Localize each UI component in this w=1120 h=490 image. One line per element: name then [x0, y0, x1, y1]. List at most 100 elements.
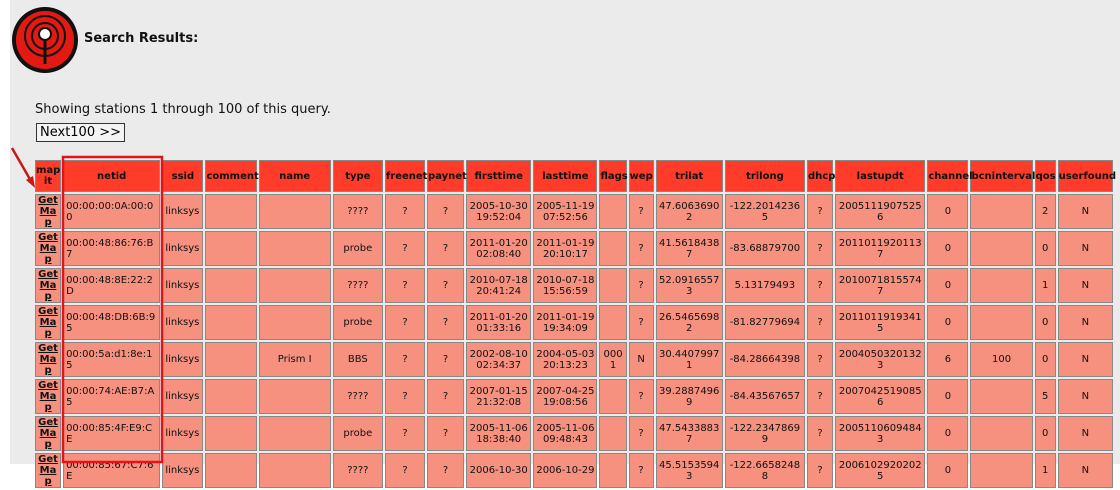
column-header: comment [205, 160, 259, 192]
table-cell [599, 231, 627, 266]
table-cell: 47.60636902 [655, 194, 723, 229]
get-map-link[interactable]: Get Map [38, 343, 58, 376]
table-cell: 2004-05-03 20:13:23 [533, 342, 598, 377]
table-cell: 00:00:48:DB:6B:95 [63, 305, 161, 340]
table-cell: 1 [1034, 453, 1056, 488]
table-cell: Get Map [35, 379, 62, 414]
table-cell: 00:00:74:AE:B7:A5 [63, 379, 161, 414]
table-cell: ? [427, 268, 465, 303]
get-map-link[interactable]: Get Map [38, 454, 58, 487]
get-map-link[interactable]: Get Map [38, 306, 58, 339]
table-cell: 2010-07-18 15:56:59 [533, 268, 598, 303]
table-cell: 2005-11-19 07:52:56 [533, 194, 598, 229]
table-cell: -81.82779694 [724, 305, 806, 340]
table-cell [599, 305, 627, 340]
table-cell: ? [628, 231, 654, 266]
table-cell: ? [427, 379, 465, 414]
table-cell: 2011-01-20 01:33:16 [466, 305, 532, 340]
table-cell: 52.09165573 [655, 268, 723, 303]
table-cell: 2011-01-19 20:10:17 [533, 231, 598, 266]
table-cell: 5 [1034, 379, 1056, 414]
table-cell: 0 [1034, 342, 1056, 377]
table-cell: 0 [927, 194, 969, 229]
table-cell: N [1057, 416, 1113, 451]
table-cell: ? [384, 342, 426, 377]
table-cell: ? [807, 453, 834, 488]
table-cell: 0 [1034, 416, 1056, 451]
table-cell: ? [628, 268, 654, 303]
table-cell: 20110119193415 [835, 305, 926, 340]
table-cell: 41.56184387 [655, 231, 723, 266]
table-cell [258, 268, 331, 303]
next-button[interactable]: Next100 >> [36, 123, 126, 142]
get-map-link[interactable]: Get Map [38, 269, 58, 302]
table-cell: ? [384, 453, 426, 488]
table-cell: 0 [927, 379, 969, 414]
table-cell: ? [628, 305, 654, 340]
table-cell: 47.54338837 [655, 416, 723, 451]
table-cell: N [1057, 231, 1113, 266]
table-cell [258, 305, 331, 340]
table-cell: 30.44079971 [655, 342, 723, 377]
table-cell [205, 379, 257, 414]
table-cell: linksys [162, 231, 204, 266]
table-cell: ???? [332, 379, 383, 414]
page: Search Results: Showing stations 1 throu… [10, 0, 1120, 488]
table-cell: 2010-07-18 20:41:24 [466, 268, 532, 303]
column-header: netid [63, 160, 161, 192]
table-cell [205, 453, 257, 488]
table-cell [599, 416, 627, 451]
table-cell [258, 231, 331, 266]
table-cell [205, 305, 257, 340]
table-row: Get Map 00:00:85:4F:E9:CE linksys probe?? 20… [35, 416, 1113, 451]
logo [12, 7, 78, 73]
summary: Showing stations 1 through 100 of this q… [35, 102, 331, 117]
get-map-link[interactable]: Get Map [38, 417, 58, 450]
table-cell: 20040503201323 [835, 342, 926, 377]
table-cell [599, 453, 627, 488]
table-cell: linksys [162, 268, 204, 303]
table-cell: 100 [970, 342, 1033, 377]
column-header: lastupdt [835, 160, 926, 192]
table-cell: 2011-01-20 02:08:40 [466, 231, 532, 266]
get-map-link[interactable]: Get Map [38, 195, 58, 228]
table-cell: 20110119201137 [835, 231, 926, 266]
table-cell: ? [427, 231, 465, 266]
table-cell: 20061029202025 [835, 453, 926, 488]
table-cell [599, 268, 627, 303]
table-row: Get Map 00:00:85:67:C7:6E linksys?????? 200… [35, 453, 1113, 488]
get-map-link[interactable]: Get Map [38, 380, 58, 413]
table-row: Get Map 00:00:48:DB:6B:95 linksys probe?? 20… [35, 305, 1113, 340]
table-cell: 2007-01-15 21:32:08 [466, 379, 532, 414]
table-cell: 1 [1034, 268, 1056, 303]
table-cell: ? [807, 342, 834, 377]
table-cell: Get Map [35, 231, 62, 266]
table-cell: Get Map [35, 453, 62, 488]
column-header: dhcp [807, 160, 835, 192]
column-header: qos [1034, 160, 1056, 192]
get-map-link[interactable]: Get Map [38, 232, 58, 265]
table-cell: linksys [162, 379, 204, 414]
column-header: channel [927, 160, 973, 192]
table-row: Get Map 00:00:74:AE:B7:A5 linksys?????? 200… [35, 379, 1113, 414]
table-cell: Get Map [35, 194, 62, 229]
column-header: map it [35, 160, 62, 192]
column-header: wep [628, 160, 654, 192]
table-cell: 0 [927, 453, 969, 488]
table-cell [970, 268, 1033, 303]
table-cell [258, 416, 331, 451]
column-header: name [258, 160, 331, 192]
table-cell [970, 194, 1033, 229]
table-cell: ? [427, 416, 465, 451]
table-cell: 20070425190856 [835, 379, 926, 414]
table-cell: ? [384, 379, 426, 414]
table-cell: ? [807, 416, 834, 451]
table-cell [205, 416, 257, 451]
column-header: paynet [427, 160, 467, 192]
table-cell: ? [807, 194, 834, 229]
table-cell [258, 453, 331, 488]
table-cell: ? [384, 305, 426, 340]
table-cell: 20051119075256 [835, 194, 926, 229]
table-row: Get Map 00:00:48:86:76:B7 linksys probe?? 20… [35, 231, 1113, 266]
table-cell: linksys [162, 342, 204, 377]
